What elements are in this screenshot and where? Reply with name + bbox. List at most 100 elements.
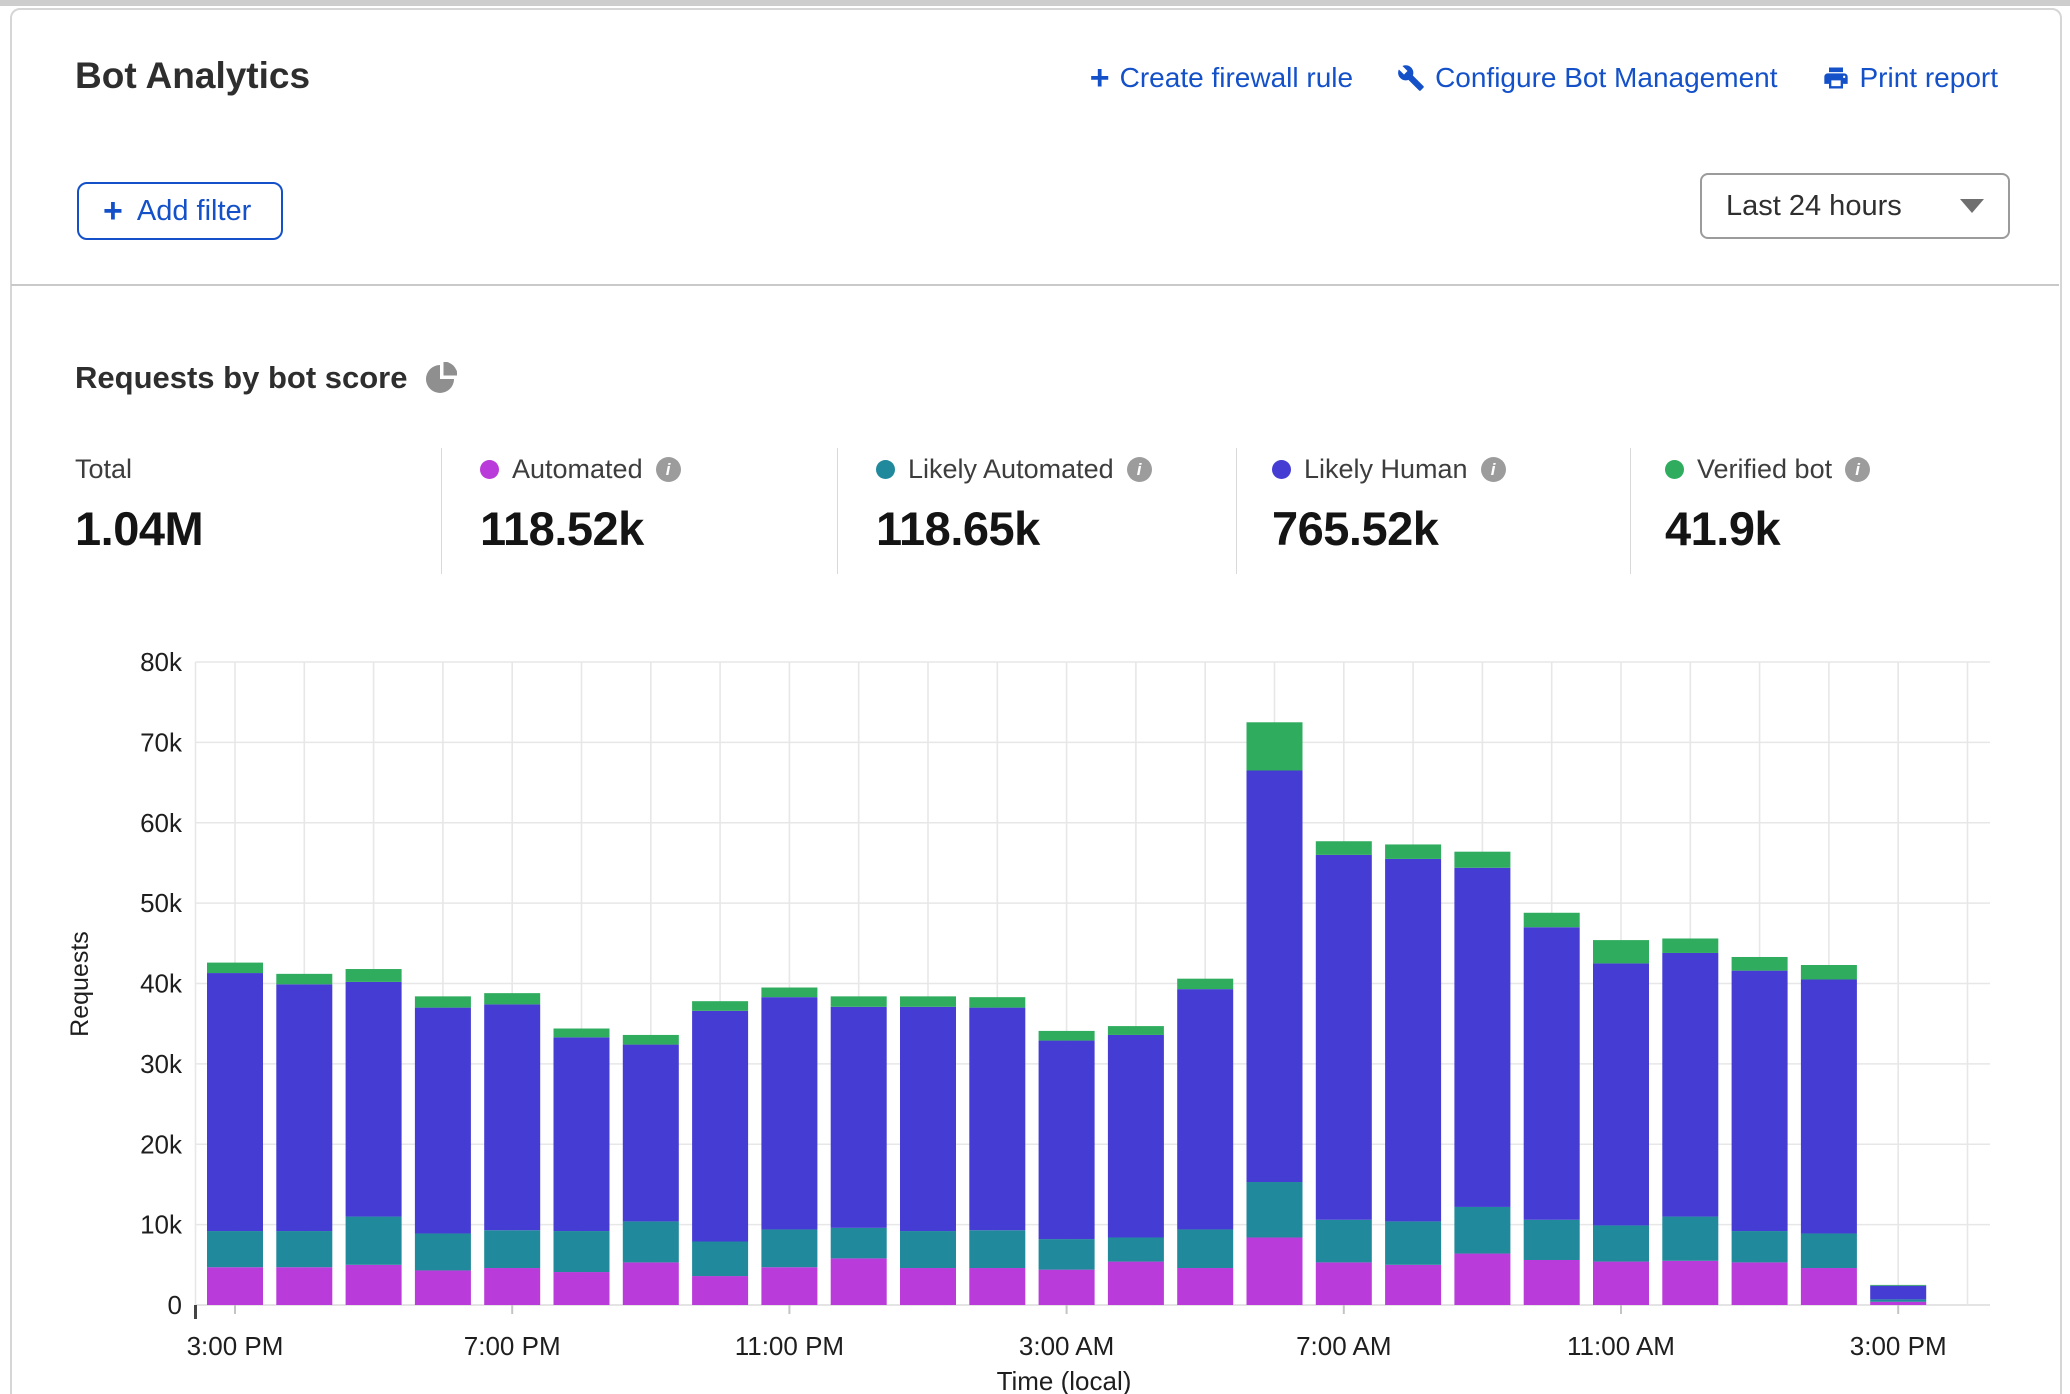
- stat-divider: [1236, 448, 1237, 574]
- bar-1-00-am[interactable]: [900, 996, 956, 1305]
- stats-row: Total1.04MAutomatedi118.52kLikely Automa…: [0, 448, 2070, 578]
- stat-label: Verified bot: [1697, 454, 1832, 485]
- bar-segment-verified-bot: [1801, 965, 1857, 979]
- bar-11-00-am[interactable]: [1593, 940, 1649, 1305]
- bar-segment-likely-human: [1593, 963, 1649, 1225]
- stat-value: 118.65k: [876, 501, 1152, 556]
- info-icon[interactable]: i: [1127, 457, 1152, 482]
- bar-segment-verified-bot: [346, 969, 402, 982]
- stat-likely-automated: Likely Automated i 118.65k: [876, 454, 1152, 556]
- header-link-label: Print report: [1860, 62, 1999, 94]
- bar-segment-verified-bot: [1524, 913, 1580, 927]
- header-actions: +Create firewall rule Configure Bot Manag…: [1090, 62, 1998, 94]
- info-icon[interactable]: i: [656, 457, 681, 482]
- stat-value: 765.52k: [1272, 501, 1506, 556]
- requests-by-bot-score-chart: 010k20k30k40k50k60k70k80k3:00 PM7:00 PM1…: [0, 600, 2070, 1394]
- y-tick-label: 20k: [140, 1129, 183, 1159]
- bar-11-00-pm[interactable]: [761, 988, 817, 1305]
- header-link-configure-bot-management[interactable]: Configure Bot Management: [1397, 62, 1777, 94]
- bar-segment-verified-bot: [1247, 722, 1303, 770]
- header-link-create-firewall-rule[interactable]: +Create firewall rule: [1090, 62, 1353, 94]
- bar-segment-automated: [623, 1262, 679, 1305]
- bar-segment-automated: [1732, 1262, 1788, 1305]
- bar-segment-verified-bot: [900, 996, 956, 1006]
- bar-12-00-am[interactable]: [831, 996, 887, 1305]
- y-tick-label: 10k: [140, 1210, 183, 1240]
- bar-segment-likely-human: [1385, 859, 1441, 1221]
- bar-segment-likely-automated: [207, 1231, 263, 1267]
- y-tick-label: 80k: [140, 647, 183, 677]
- bar-4-00-pm[interactable]: [276, 974, 332, 1305]
- bar-segment-verified-bot: [1662, 938, 1718, 952]
- bar-2-00-am[interactable]: [969, 997, 1025, 1305]
- wrench-icon: [1397, 64, 1425, 92]
- info-icon[interactable]: i: [1845, 457, 1870, 482]
- bar-segment-likely-human: [1039, 1041, 1095, 1240]
- bar-2-00-pm[interactable]: [1801, 965, 1857, 1305]
- bar-12-00-pm[interactable]: [1662, 938, 1718, 1305]
- bar-3-00-pm[interactable]: [1870, 1285, 1926, 1305]
- bar-segment-likely-human: [761, 997, 817, 1229]
- bar-3-00-am[interactable]: [1039, 1031, 1095, 1305]
- info-icon[interactable]: i: [1481, 457, 1506, 482]
- bar-3-00-pm[interactable]: [207, 963, 263, 1305]
- bar-segment-automated: [1039, 1270, 1095, 1305]
- stat-label: Likely Human: [1304, 454, 1468, 485]
- bar-segment-automated: [1177, 1268, 1233, 1305]
- bar-segment-verified-bot: [1732, 957, 1788, 971]
- bar-segment-likely-human: [484, 1004, 540, 1230]
- header-link-print-report[interactable]: Print report: [1822, 62, 1999, 94]
- add-filter-button[interactable]: + Add filter: [77, 182, 283, 240]
- bar-segment-likely-human: [1247, 771, 1303, 1183]
- bar-4-00-am[interactable]: [1108, 1026, 1164, 1305]
- stat-likely-human: Likely Human i 765.52k: [1272, 454, 1506, 556]
- stat-value: 1.04M: [75, 501, 203, 556]
- bar-segment-automated: [484, 1268, 540, 1305]
- bar-segment-automated: [692, 1276, 748, 1305]
- bar-segment-verified-bot: [207, 963, 263, 973]
- page-title: Bot Analytics: [75, 55, 310, 97]
- bar-8-00-pm[interactable]: [554, 1029, 610, 1305]
- y-tick-label: 70k: [140, 727, 183, 757]
- bar-segment-likely-automated: [415, 1233, 471, 1270]
- bar-segment-verified-bot: [761, 988, 817, 998]
- legend-dot: [1665, 460, 1684, 479]
- bar-segment-automated: [415, 1270, 471, 1305]
- time-range-dropdown[interactable]: Last 24 hours: [1700, 173, 2010, 239]
- bar-10-00-am[interactable]: [1524, 913, 1580, 1305]
- bar-segment-automated: [900, 1268, 956, 1305]
- bar-10-00-pm[interactable]: [692, 1001, 748, 1305]
- bar-segment-likely-automated: [1039, 1239, 1095, 1270]
- bar-7-00-pm[interactable]: [484, 993, 540, 1305]
- bar-9-00-pm[interactable]: [623, 1035, 679, 1305]
- bar-5-00-pm[interactable]: [346, 969, 402, 1305]
- bar-6-00-am[interactable]: [1247, 722, 1303, 1305]
- stat-label: Likely Automated: [908, 454, 1114, 485]
- plus-icon: +: [103, 192, 123, 231]
- bar-1-00-pm[interactable]: [1732, 957, 1788, 1305]
- bar-segment-likely-automated: [1247, 1182, 1303, 1237]
- x-tick-label: 7:00 AM: [1296, 1331, 1391, 1361]
- bar-5-00-am[interactable]: [1177, 979, 1233, 1305]
- stat-automated: Automatedi118.52k: [480, 454, 681, 556]
- bar-8-00-am[interactable]: [1385, 844, 1441, 1305]
- bar-segment-automated: [1385, 1265, 1441, 1305]
- header-link-label: Configure Bot Management: [1435, 62, 1777, 94]
- bar-segment-likely-human: [969, 1008, 1025, 1231]
- bar-segment-likely-human: [207, 973, 263, 1231]
- bar-6-00-pm[interactable]: [415, 996, 471, 1305]
- bar-segment-likely-automated: [831, 1228, 887, 1259]
- bar-segment-likely-human: [1732, 971, 1788, 1231]
- bar-9-00-am[interactable]: [1454, 852, 1510, 1305]
- browser-top-edge: [0, 0, 2070, 6]
- bar-segment-automated: [831, 1258, 887, 1305]
- bar-segment-verified-bot: [1385, 844, 1441, 858]
- add-filter-label: Add filter: [137, 195, 251, 228]
- x-axis-title: Time (local): [997, 1366, 1132, 1394]
- x-tick-label: 11:00 PM: [735, 1331, 844, 1361]
- bar-segment-likely-automated: [761, 1229, 817, 1267]
- bar-7-00-am[interactable]: [1316, 841, 1372, 1305]
- bar-segment-likely-automated: [900, 1231, 956, 1268]
- bar-segment-likely-automated: [554, 1231, 610, 1272]
- bar-segment-likely-human: [900, 1007, 956, 1231]
